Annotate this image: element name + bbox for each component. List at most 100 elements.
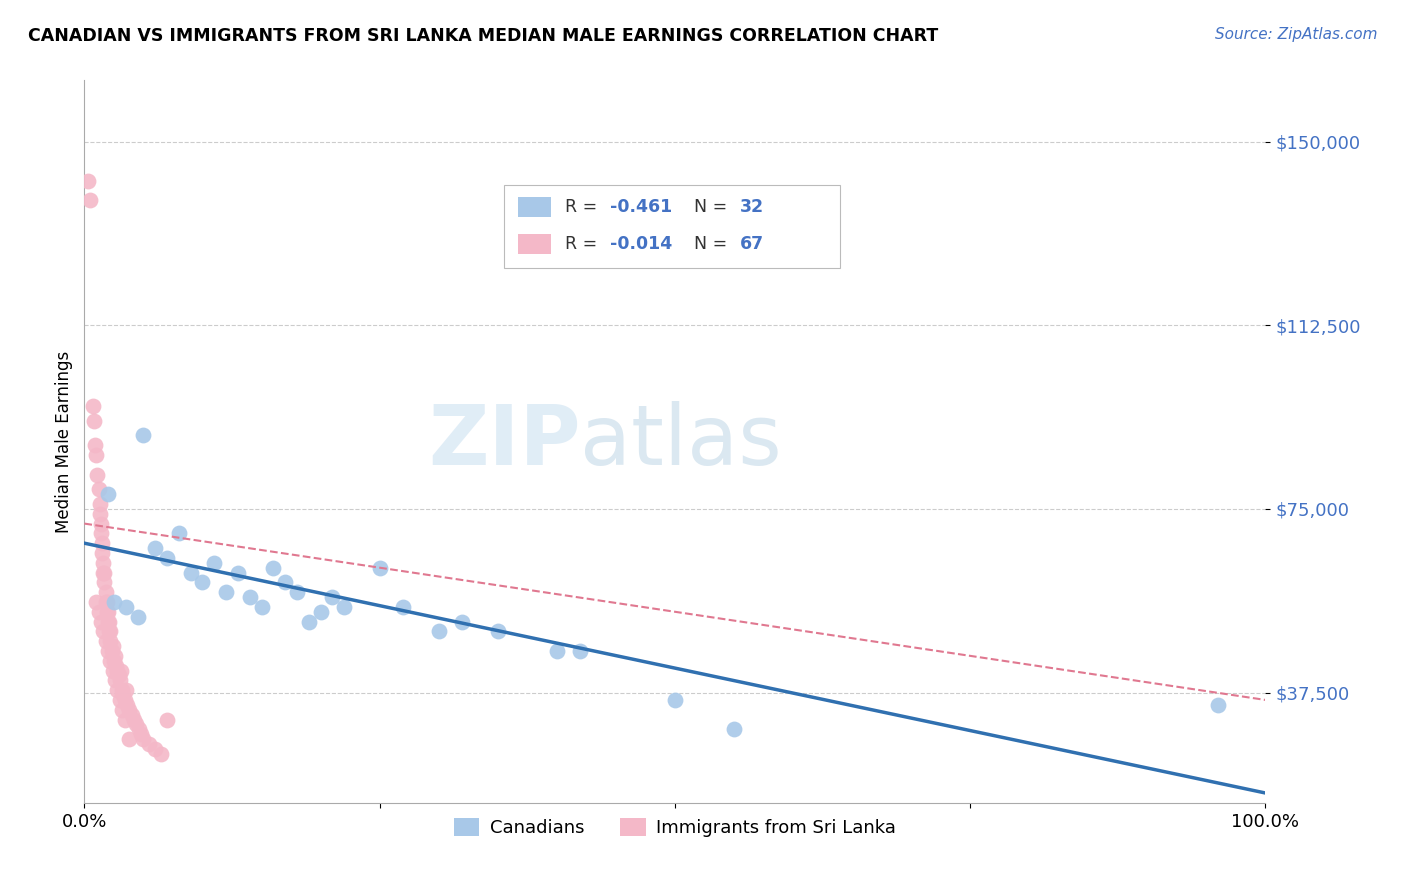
Point — [89, 497, 111, 511]
Point — [114, 713, 136, 727]
Point — [90, 615, 112, 629]
Point — [298, 615, 321, 629]
Text: R =: R = — [565, 235, 603, 253]
Point — [110, 664, 132, 678]
Point — [114, 599, 136, 614]
Point — [392, 599, 415, 614]
Point — [94, 595, 117, 609]
Point — [97, 605, 120, 619]
Point — [215, 585, 238, 599]
Point — [91, 536, 114, 550]
Point — [96, 595, 118, 609]
Point — [98, 615, 121, 629]
Point — [93, 566, 115, 580]
Point — [97, 644, 120, 658]
Point — [118, 732, 141, 747]
Point — [125, 717, 148, 731]
Point — [114, 693, 136, 707]
Point — [87, 483, 110, 497]
Point — [91, 624, 114, 639]
Point — [114, 683, 136, 698]
Point — [98, 624, 121, 639]
Point — [87, 605, 110, 619]
Point — [91, 546, 114, 560]
Point — [309, 605, 332, 619]
Point — [97, 615, 120, 629]
FancyBboxPatch shape — [517, 196, 551, 217]
Point — [262, 560, 284, 574]
Point — [93, 575, 115, 590]
Point — [129, 727, 152, 741]
Point — [167, 526, 190, 541]
Text: -0.014: -0.014 — [610, 235, 672, 253]
Point — [1206, 698, 1229, 712]
Point — [89, 507, 111, 521]
Point — [91, 556, 114, 570]
Point — [132, 732, 155, 747]
Text: -0.461: -0.461 — [610, 198, 672, 216]
Point — [101, 639, 124, 653]
Point — [101, 664, 124, 678]
Point — [84, 595, 107, 609]
Point — [100, 644, 122, 658]
Point — [118, 703, 141, 717]
Point — [115, 698, 138, 712]
Point — [107, 664, 129, 678]
Point — [86, 467, 108, 482]
Point — [98, 634, 121, 648]
FancyBboxPatch shape — [517, 235, 551, 254]
Point — [285, 585, 308, 599]
Point — [723, 723, 745, 737]
Point — [321, 590, 343, 604]
Legend: Canadians, Immigrants from Sri Lanka: Canadians, Immigrants from Sri Lanka — [446, 811, 904, 845]
Point — [104, 673, 127, 688]
Point — [250, 599, 273, 614]
Point — [239, 590, 262, 604]
Text: N =: N = — [683, 235, 733, 253]
Point — [546, 644, 568, 658]
Point — [83, 414, 105, 428]
Point — [138, 737, 160, 751]
Point — [180, 566, 202, 580]
Point — [427, 624, 450, 639]
Text: CANADIAN VS IMMIGRANTS FROM SRI LANKA MEDIAN MALE EARNINGS CORRELATION CHART: CANADIAN VS IMMIGRANTS FROM SRI LANKA ME… — [28, 27, 938, 45]
Point — [90, 516, 112, 531]
FancyBboxPatch shape — [503, 185, 841, 268]
Text: ZIP: ZIP — [427, 401, 581, 482]
Point — [368, 560, 391, 574]
Text: 67: 67 — [740, 235, 763, 253]
Point — [451, 615, 474, 629]
Point — [94, 585, 117, 599]
Point — [108, 673, 131, 688]
Point — [569, 644, 592, 658]
Point — [84, 438, 107, 452]
Point — [103, 595, 125, 609]
Y-axis label: Median Male Earnings: Median Male Earnings — [55, 351, 73, 533]
Point — [108, 693, 131, 707]
Point — [274, 575, 297, 590]
Point — [82, 399, 104, 413]
Point — [111, 703, 134, 717]
Point — [128, 723, 150, 737]
Point — [105, 658, 128, 673]
Point — [132, 428, 155, 442]
Point — [107, 683, 129, 698]
Point — [122, 713, 145, 727]
Point — [90, 526, 112, 541]
Text: R =: R = — [565, 198, 603, 216]
Point — [333, 599, 356, 614]
Point — [226, 566, 249, 580]
Point — [202, 556, 225, 570]
Point — [112, 688, 135, 702]
Point — [143, 541, 166, 555]
Text: Source: ZipAtlas.com: Source: ZipAtlas.com — [1215, 27, 1378, 42]
Point — [486, 624, 509, 639]
Point — [79, 194, 101, 208]
Point — [150, 747, 173, 761]
Point — [104, 648, 127, 663]
Point — [103, 654, 125, 668]
Text: N =: N = — [683, 198, 733, 216]
Point — [91, 566, 114, 580]
Point — [84, 448, 107, 462]
Point — [96, 605, 118, 619]
